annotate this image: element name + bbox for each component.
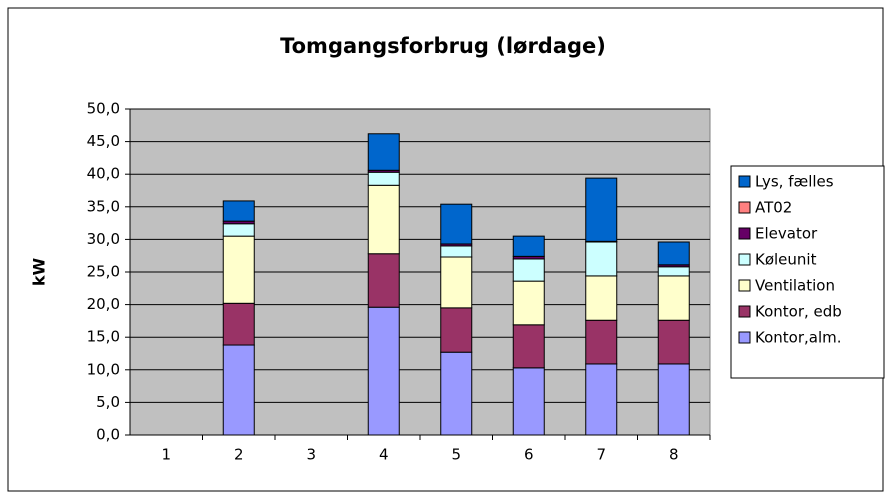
y-tick-label: 40,0 xyxy=(87,165,120,183)
legend-swatch xyxy=(738,253,751,266)
legend-swatch xyxy=(738,201,751,214)
bar-segment xyxy=(222,344,255,436)
bar-segment xyxy=(585,241,618,277)
x-tick-label: 7 xyxy=(596,446,606,464)
chart-title: Tomgangsforbrug (lørdage) xyxy=(280,34,606,58)
legend-label: Elevator xyxy=(755,225,818,243)
bar-segment xyxy=(657,319,690,365)
legend-swatch xyxy=(738,227,751,240)
bar-segment xyxy=(222,302,255,346)
bar-segment xyxy=(512,367,545,436)
legend-label: Lys, fælles xyxy=(755,173,834,191)
bar-segment xyxy=(585,319,618,365)
bar-segment xyxy=(367,253,400,308)
bar-segment xyxy=(585,177,618,242)
x-tick-label: 4 xyxy=(379,446,389,464)
y-tick-label: 30,0 xyxy=(87,230,120,248)
bar-segment xyxy=(657,275,690,321)
legend-label: AT02 xyxy=(755,199,792,217)
x-tick-label: 6 xyxy=(524,446,534,464)
bar-segment xyxy=(440,256,473,309)
y-tick-label: 0,0 xyxy=(96,426,120,444)
legend-swatch xyxy=(738,305,751,318)
legend-swatch xyxy=(738,279,751,292)
legend-label: Kontor,alm. xyxy=(755,329,842,347)
x-tick-label: 2 xyxy=(234,446,244,464)
bar-segment xyxy=(585,275,618,321)
legend-label: Kontor, edb xyxy=(755,303,842,321)
x-tick-label: 3 xyxy=(306,446,316,464)
legend-label: Køleunit xyxy=(755,251,817,269)
legend-label: Ventilation xyxy=(755,277,835,295)
y-tick-label: 25,0 xyxy=(87,263,120,281)
y-tick-label: 45,0 xyxy=(87,132,120,150)
bar-segment xyxy=(512,258,545,282)
y-tick-label: 15,0 xyxy=(87,328,120,346)
bar-segment xyxy=(512,280,545,326)
y-axis-title: kW xyxy=(30,258,49,287)
bar-segment xyxy=(440,307,473,353)
legend-swatch xyxy=(738,331,751,344)
bar-segment xyxy=(440,351,473,436)
y-tick-label: 10,0 xyxy=(87,360,120,378)
bar-segment xyxy=(657,266,690,277)
y-tick-label: 5,0 xyxy=(96,393,120,411)
bar-segment xyxy=(440,203,473,245)
bar-segment xyxy=(222,223,255,237)
bar-segment xyxy=(512,235,545,257)
bar-segment xyxy=(367,171,400,186)
x-tick-label: 1 xyxy=(161,446,171,464)
bar-segment xyxy=(367,306,400,436)
y-tick-label: 35,0 xyxy=(87,197,120,215)
y-tick-label: 20,0 xyxy=(87,295,120,313)
bar-segment xyxy=(657,241,690,266)
bar-segment xyxy=(585,363,618,436)
legend-box xyxy=(730,165,885,379)
bar-segment xyxy=(367,133,400,171)
bar-segment xyxy=(512,324,545,369)
bar-segment xyxy=(222,200,255,222)
y-tick-label: 50,0 xyxy=(87,100,120,118)
bar-segment xyxy=(440,245,473,258)
legend-swatch xyxy=(738,175,751,188)
x-tick-label: 8 xyxy=(669,446,679,464)
x-tick-label: 5 xyxy=(451,446,461,464)
bar-segment xyxy=(367,184,400,255)
bar-segment xyxy=(222,235,255,304)
bar-segment xyxy=(657,363,690,436)
